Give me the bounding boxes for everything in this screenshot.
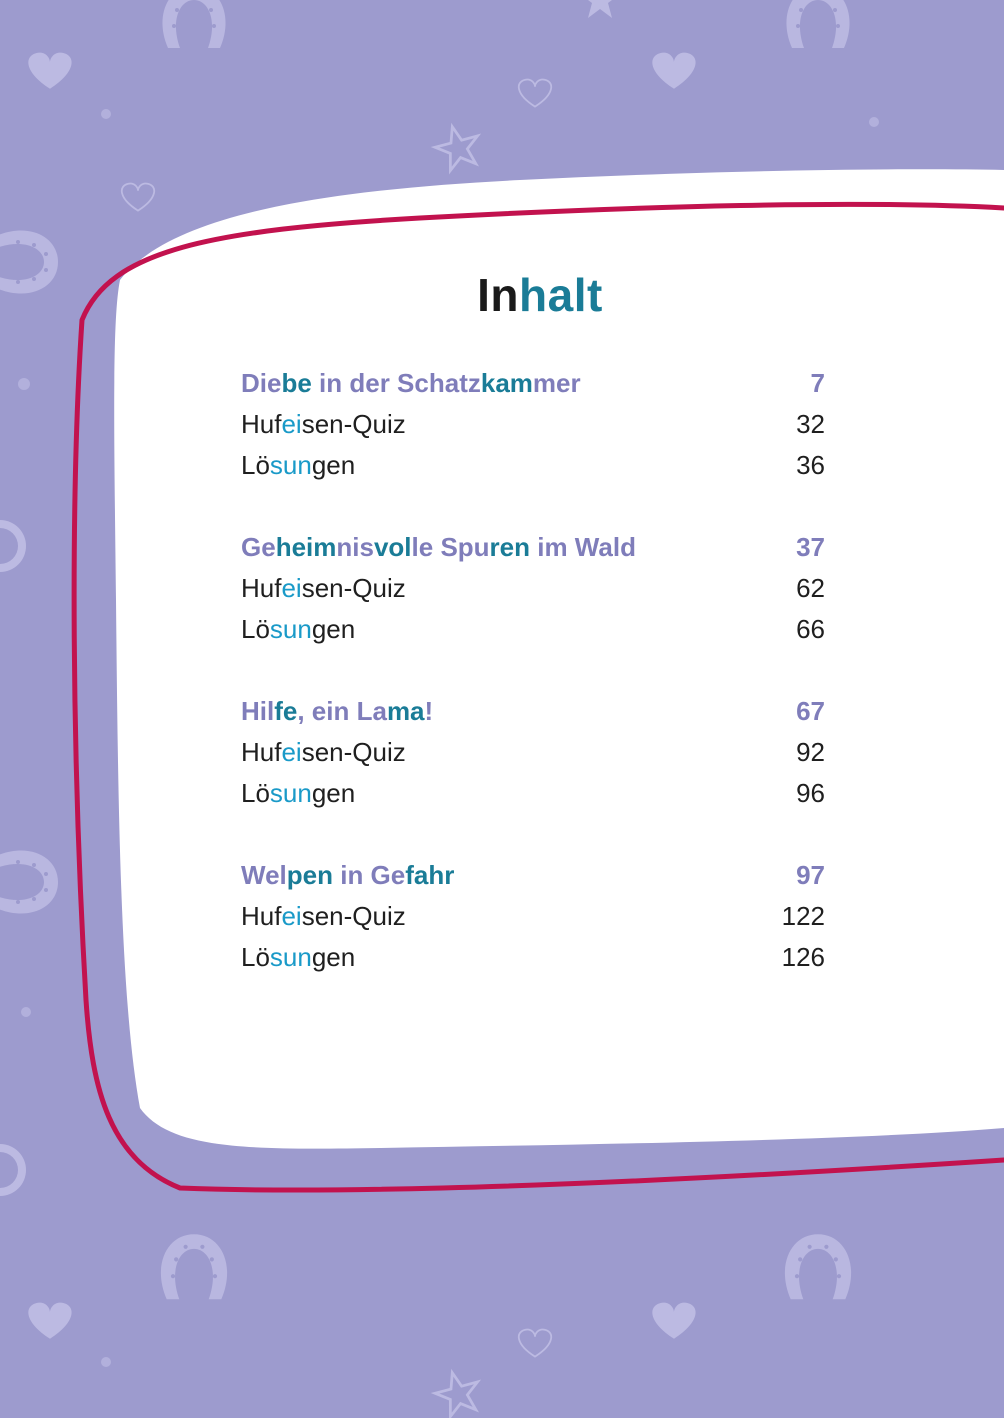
- chapter-heading[interactable]: Geheimnisvolle Spuren im Wald 37: [241, 532, 825, 573]
- syllable: in Ge: [333, 860, 406, 890]
- syllable: mer: [532, 368, 581, 398]
- syllable-highlight: be: [281, 368, 312, 398]
- toc-entry[interactable]: Lösungen 96: [241, 778, 825, 819]
- syllable-highlight: ren: [489, 532, 531, 562]
- toc-entry-page-number: 62: [796, 573, 825, 603]
- chapter-block: Diebe in der Schatzkammer 7 Hufeisen-Quiz 3…: [241, 368, 825, 491]
- toc-entry[interactable]: Hufeisen-Quiz 62: [241, 573, 825, 614]
- syllable: im Wald: [530, 532, 636, 562]
- syllable: gen: [311, 942, 356, 972]
- syllable-highlight: ei: [281, 737, 302, 767]
- syllable-highlight: heim: [275, 532, 337, 562]
- toc-entry-page-number: 32: [796, 409, 825, 439]
- syllable-highlight: ma: [386, 696, 425, 726]
- syllable: gen: [311, 614, 356, 644]
- syllable: Huf: [241, 409, 282, 439]
- toc-entry[interactable]: Hufeisen-Quiz 122: [241, 901, 825, 942]
- syllable: Lö: [241, 778, 270, 808]
- toc-entry[interactable]: Lösungen 66: [241, 614, 825, 655]
- syllable-highlight: pen: [286, 860, 333, 890]
- toc-entry[interactable]: Hufeisen-Quiz 32: [241, 409, 825, 450]
- chapter-heading[interactable]: Hilfe, ein Lama! 67: [241, 696, 825, 737]
- toc-entry-label: Hufeisen-Quiz: [241, 901, 406, 932]
- syllable-highlight: ei: [281, 901, 302, 931]
- syllable: Lö: [241, 450, 270, 480]
- syllable: Lö: [241, 942, 270, 972]
- page-title-part: In: [477, 269, 520, 321]
- toc-entry-page-number: 122: [781, 901, 825, 931]
- chapter-page-number: 7: [810, 368, 825, 398]
- syllable-highlight: sun: [269, 614, 312, 644]
- toc-entry-page-number: 36: [796, 450, 825, 480]
- rosette-icon: [0, 520, 26, 1196]
- syllable: Huf: [241, 573, 282, 603]
- chapter-block: Welpen in Gefahr 97 Hufeisen-Quiz 122 Lösung…: [241, 860, 825, 983]
- chapter-title: Diebe in der Schatzkammer: [241, 368, 581, 399]
- content-panel: [114, 169, 1004, 1149]
- syllable: Ge: [241, 532, 276, 562]
- syllable: , ein La: [297, 696, 387, 726]
- syllable: nis: [336, 532, 374, 562]
- toc-entry-page-number: 126: [781, 942, 825, 972]
- syllable-highlight: ei: [281, 409, 302, 439]
- toc-entry[interactable]: Lösungen 36: [241, 450, 825, 491]
- page-title-part-highlight: halt: [519, 269, 603, 321]
- toc-entry-label: Lösungen: [241, 942, 355, 973]
- syllable: sen-Quiz: [301, 573, 406, 603]
- chapter-page-number: 67: [796, 696, 825, 726]
- chapter-page-number: 37: [796, 532, 825, 562]
- toc-entry[interactable]: Lösungen 126: [241, 942, 825, 983]
- syllable: !: [424, 696, 434, 726]
- syllable-highlight: fe: [274, 696, 298, 726]
- syllable-highlight: sun: [269, 778, 312, 808]
- chapter-block: Hilfe, ein Lama! 67 Hufeisen-Quiz 92 Lösunge…: [241, 696, 825, 819]
- syllable: sen-Quiz: [301, 901, 406, 931]
- syllable: Wel: [241, 860, 287, 890]
- toc-entry-label: Hufeisen-Quiz: [241, 409, 406, 440]
- syllable-highlight: sun: [269, 942, 312, 972]
- syllable-highlight: ei: [281, 573, 302, 603]
- toc-entry-label: Lösungen: [241, 450, 355, 481]
- syllable: gen: [311, 450, 356, 480]
- toc-entry-page-number: 66: [796, 614, 825, 644]
- syllable-highlight: sun: [269, 450, 312, 480]
- chapter-page-number: 97: [796, 860, 825, 890]
- syllable: Die: [241, 368, 282, 398]
- chapter-heading[interactable]: Welpen in Gefahr 97: [241, 860, 825, 901]
- syllable-highlight: kam: [480, 368, 533, 398]
- chapter-title: Hilfe, ein Lama!: [241, 696, 433, 727]
- chapter-block: Geheimnisvolle Spuren im Wald 37 Hufeisen-…: [241, 532, 825, 655]
- syllable: Huf: [241, 901, 282, 931]
- toc-entry[interactable]: Hufeisen-Quiz 92: [241, 737, 825, 778]
- toc-entry-label: Hufeisen-Quiz: [241, 573, 406, 604]
- panel-frame: [71, 201, 1004, 1193]
- syllable: le Spu: [411, 532, 490, 562]
- syllable: Huf: [241, 737, 282, 767]
- toc-entry-label: Hufeisen-Quiz: [241, 737, 406, 768]
- page-title: Inhalt: [0, 268, 1004, 322]
- syllable-highlight: fahr: [405, 860, 455, 890]
- toc-entry-label: Lösungen: [241, 614, 355, 645]
- chapter-title: Welpen in Gefahr: [241, 860, 454, 891]
- syllable: Hil: [241, 696, 275, 726]
- syllable: sen-Quiz: [301, 409, 406, 439]
- toc-entry-label: Lösungen: [241, 778, 355, 809]
- syllable-highlight: vol: [373, 532, 412, 562]
- chapter-title: Geheimnisvolle Spuren im Wald: [241, 532, 636, 563]
- syllable: sen-Quiz: [301, 737, 406, 767]
- syllable: Lö: [241, 614, 270, 644]
- toc-entry-page-number: 92: [796, 737, 825, 767]
- toc-entry-page-number: 96: [796, 778, 825, 808]
- syllable: gen: [311, 778, 356, 808]
- chapter-heading[interactable]: Diebe in der Schatzkammer 7: [241, 368, 825, 409]
- syllable: in der Schatz: [311, 368, 481, 398]
